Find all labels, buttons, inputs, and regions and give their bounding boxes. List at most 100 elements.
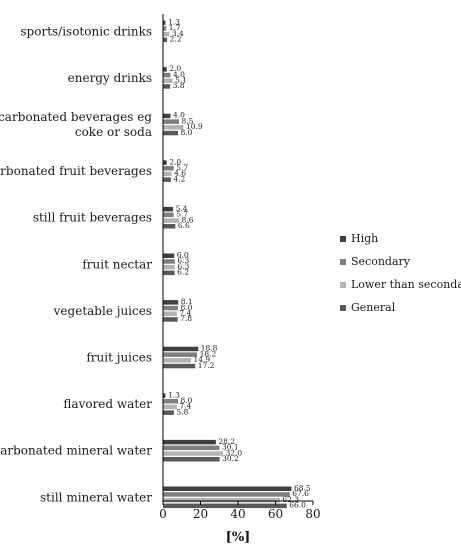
legend-swatch <box>340 259 346 265</box>
bar <box>163 317 178 322</box>
bar <box>163 26 167 31</box>
bar <box>163 503 287 509</box>
value-label: 30.2 <box>222 454 239 463</box>
bar <box>163 166 174 171</box>
value-label: 6.3 <box>177 262 189 271</box>
bar <box>163 72 171 78</box>
legend-swatch <box>340 305 346 311</box>
category-label: still fruit beverages <box>33 211 152 225</box>
bar <box>163 300 179 305</box>
legend-label: General <box>351 301 396 314</box>
value-label: 8.1 <box>181 297 193 306</box>
bar <box>163 224 176 229</box>
value-label: 3.8 <box>173 81 185 90</box>
value-label: 1.3 <box>168 390 180 399</box>
x-tick-label: 80 <box>305 507 320 521</box>
bar <box>163 486 292 491</box>
value-label: 2.0 <box>169 157 181 166</box>
bar <box>163 439 216 445</box>
value-label: 28.2 <box>218 437 235 446</box>
legend-label: Lower than secondary <box>351 278 461 291</box>
value-label: 3.4 <box>172 29 184 38</box>
legend-swatch <box>340 236 346 242</box>
bar <box>163 363 196 369</box>
bar <box>163 264 175 270</box>
value-label: 4.0 <box>173 70 185 79</box>
value-label: 67.6 <box>292 489 309 498</box>
x-tick-label: 0 <box>159 507 167 521</box>
x-tick-label: 40 <box>230 507 245 521</box>
value-label: 5.7 <box>176 210 188 219</box>
bar <box>163 270 175 276</box>
value-label: 4.2 <box>173 174 185 183</box>
category-label: fruit nectar <box>82 257 152 271</box>
value-label: 7.4 <box>179 402 191 411</box>
value-label: 18.8 <box>201 344 218 353</box>
value-label: 62.3 <box>282 495 299 504</box>
bar <box>163 399 178 404</box>
value-label: 6.2 <box>177 268 189 277</box>
bar <box>163 346 199 352</box>
bar <box>163 358 191 363</box>
bar <box>163 410 174 415</box>
value-label: 7.8 <box>180 314 192 323</box>
value-label: 8.0 <box>181 396 193 405</box>
bar <box>163 497 280 503</box>
bar <box>163 393 166 398</box>
value-label: 17.2 <box>198 361 215 370</box>
bar <box>163 119 179 124</box>
category-label: carbonated fruit beverages <box>0 164 152 178</box>
legend-label: High <box>351 232 378 245</box>
category-label: fruit juices <box>86 351 152 365</box>
value-label: 6.6 <box>178 221 190 230</box>
value-label: 8.5 <box>181 116 193 125</box>
value-label: 1.7 <box>169 23 181 32</box>
bar <box>163 67 167 72</box>
bar <box>163 84 171 89</box>
value-label: 6.0 <box>177 251 189 260</box>
bar <box>163 31 170 37</box>
bar <box>163 37 168 43</box>
value-label: 1.3 <box>168 18 180 27</box>
value-label: 18.2 <box>200 349 217 358</box>
category-label: sports/isotonic drinks <box>20 24 152 38</box>
value-label: 8.0 <box>181 303 193 312</box>
value-label: 30.1 <box>222 443 239 452</box>
value-label: 5.4 <box>176 204 188 213</box>
value-label: 68.5 <box>294 484 311 493</box>
bar <box>163 177 171 182</box>
bar <box>163 125 184 130</box>
x-tick-label: 60 <box>268 507 283 521</box>
bar <box>163 113 171 119</box>
bar <box>163 492 290 497</box>
category-label: energy drinks <box>68 71 152 85</box>
bar <box>163 78 173 83</box>
x-axis-title: [%] <box>226 530 251 545</box>
bar <box>163 171 172 177</box>
category-label: carbonated mineral water <box>0 444 152 458</box>
value-label: 2.0 <box>169 64 181 73</box>
category-label: flavored water <box>63 397 152 411</box>
value-label: 8.0 <box>181 128 193 137</box>
bar <box>163 206 174 212</box>
bar <box>163 212 174 218</box>
bar <box>163 404 177 410</box>
bar <box>163 311 177 316</box>
value-label: 7.4 <box>179 309 191 318</box>
bar <box>163 445 220 451</box>
value-label: 5.8 <box>176 407 188 416</box>
bar <box>163 218 180 223</box>
bar <box>163 352 198 357</box>
legend-swatch <box>340 282 346 288</box>
bar <box>163 130 178 136</box>
value-label: 4.0 <box>173 111 185 120</box>
x-tick-label: 20 <box>193 507 208 521</box>
value-label: 66.0 <box>289 501 306 510</box>
bar <box>163 259 175 264</box>
value-label: 14.9 <box>193 355 210 364</box>
value-label: 5.7 <box>176 163 188 172</box>
value-label: 6.3 <box>177 256 189 265</box>
category-label: still mineral water <box>40 490 152 504</box>
value-labels: 1.31.73.42.22.04.05.13.84.08.510.98.02.0… <box>168 18 311 510</box>
